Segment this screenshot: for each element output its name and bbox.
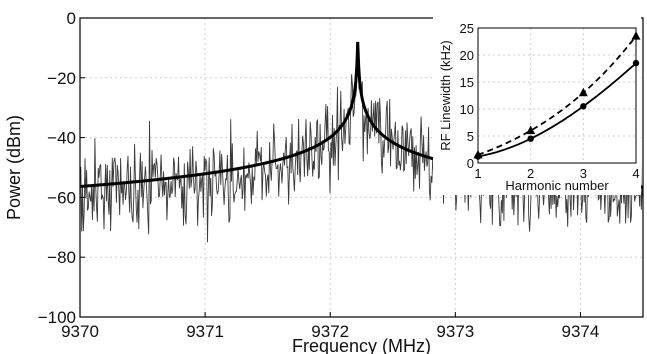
x-tick-label: 9371	[186, 322, 224, 341]
inset-x-tick-label: 1	[474, 166, 481, 181]
inset-solid-series-line	[477, 62, 637, 158]
y-tick-label: −60	[47, 188, 76, 207]
inset-ticks: 1 2 3 4 0 5 10 15 20 25	[460, 21, 640, 181]
inset-background	[433, 14, 641, 195]
inset-y-tick-label: 0	[467, 156, 474, 171]
x-tick-label: 9373	[436, 322, 474, 341]
y-tick-label: −100	[38, 308, 76, 327]
main-plot: 9370 9371 9372 9373 9374 0 −20 −40 −60 −80 −100 Fr…	[4, 9, 644, 354]
inset-y-tick-label: 25	[460, 21, 474, 36]
x-axis-title: Frequency (MHz)	[292, 336, 431, 354]
inset-triangle-marker	[526, 125, 536, 135]
inset-circle-marker	[527, 135, 534, 142]
y-tick-label: 0	[67, 9, 76, 28]
inset-x-tick-label: 3	[580, 166, 587, 181]
inset-y-tick-label: 5	[467, 129, 474, 144]
y-tick-label: −20	[47, 69, 76, 88]
main-plot-frame	[79, 17, 644, 318]
inset-plot-frame	[477, 27, 637, 164]
inset-x-axis-title: Harmonic number	[505, 178, 609, 193]
y-axis-title: Power (dBm)	[4, 115, 24, 220]
inset-x-tick-label: 4	[632, 166, 639, 181]
x-tick-label: 9374	[562, 322, 600, 341]
inset-triangle-marker	[578, 87, 588, 97]
inset-y-tick-label: 20	[460, 48, 474, 63]
inset-plot: 1 2 3 4 0 5 10 15 20 25 Harmonic number RF Linewi…	[433, 14, 641, 195]
main-ticks: 9370 9371 9372 9373 9374 0 −20 −40 −60 −80 −100	[38, 9, 600, 341]
x-tick-label: 9370	[61, 322, 99, 341]
x-tick-label: 9372	[311, 322, 349, 341]
y-tick-label: −80	[47, 248, 76, 267]
inset-circle-marker	[580, 103, 587, 110]
inset-y-tick-label: 10	[460, 102, 474, 117]
inset-y-tick-label: 15	[460, 75, 474, 90]
inset-x-tick-label: 2	[527, 166, 534, 181]
y-tick-label: −40	[47, 129, 76, 148]
inset-y-axis-title: RF Linewidth (kHz)	[438, 40, 453, 151]
